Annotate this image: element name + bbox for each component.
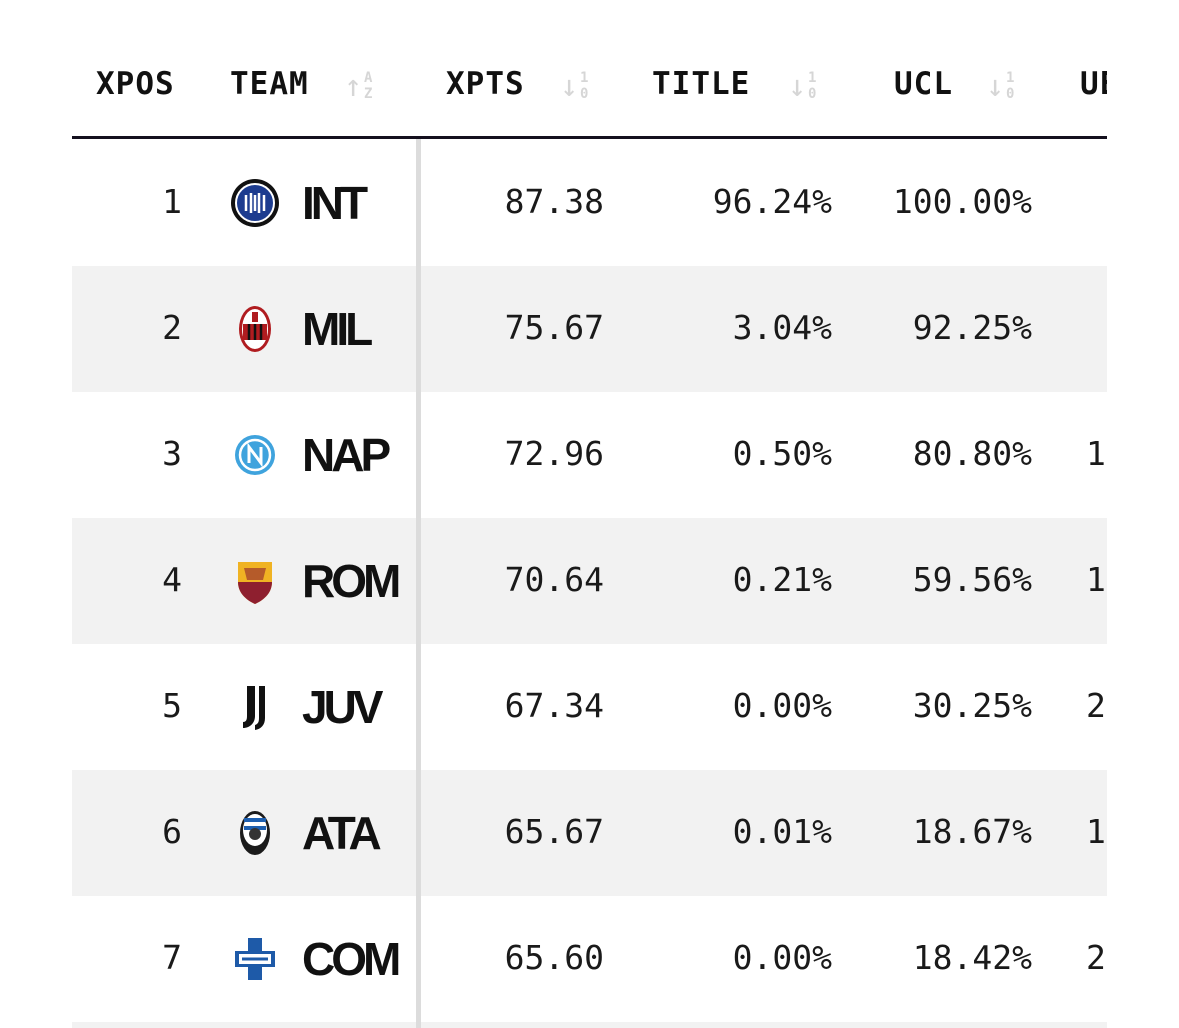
team-abbr[interactable]: ROM (302, 555, 401, 607)
header-title[interactable]: TITLE (652, 66, 751, 102)
team-abbr[interactable]: MIL (302, 303, 373, 355)
title-cell: 96.24% (712, 182, 832, 221)
napoli-crest-icon (230, 430, 280, 480)
table-row[interactable]: 5 JUV 67.34 0.00% 30.25% 2 (72, 644, 1107, 770)
xpos-cell: 7 (162, 938, 182, 977)
uel-cell: 1 (1086, 434, 1106, 473)
inter-crest-icon (230, 178, 280, 228)
title-cell: 0.50% (732, 434, 832, 473)
xpos-cell: 2 (162, 308, 182, 347)
table-header: XPOS TEAM ↑ A Z XPTS ↓ 1 0 TITLE ↓ 1 0 UCL ↓ 1 0… (72, 0, 1107, 139)
juventus-crest-icon (230, 682, 280, 732)
team-abbr[interactable]: JUV (302, 681, 384, 733)
header-xpos[interactable]: XPOS (96, 66, 175, 102)
xpos-cell: 4 (162, 560, 182, 599)
xpts-cell: 75.67 (504, 308, 604, 347)
sort-numeric-down-icon[interactable]: ↓ 1 0 (560, 69, 589, 104)
table-row[interactable]: 6 ATA 65.67 0.01% 18.67% 1 (72, 770, 1107, 896)
table-row[interactable]: 7 COM 65.60 0.00% 18.42% 2 (72, 896, 1107, 1022)
uel-cell: 2 (1086, 686, 1106, 725)
ucl-cell: 18.67% (912, 812, 1032, 851)
table-row[interactable]: 4 ROM 70.64 0.21% 59.56% 1 (72, 518, 1107, 644)
ucl-cell: 100.00% (892, 182, 1032, 221)
table-row[interactable]: 3 NAP 72.96 0.50% 80.80% 1 (72, 392, 1107, 518)
column-divider (416, 139, 421, 1028)
team-abbr[interactable]: ATA (302, 807, 382, 859)
title-cell: 0.21% (732, 560, 832, 599)
xpts-cell: 67.34 (504, 686, 604, 725)
xpos-cell: 5 (162, 686, 182, 725)
xpos-cell: 6 (162, 812, 182, 851)
title-cell: 3.04% (732, 308, 832, 347)
sort-numeric-down-icon[interactable]: ↓ 1 0 (788, 69, 817, 104)
table-row (72, 1022, 1107, 1028)
xpos-cell: 1 (162, 182, 182, 221)
table-row[interactable]: 2 MIL 75.67 3.04% 92.25% (72, 266, 1107, 392)
xpts-cell: 87.38 (504, 182, 604, 221)
team-abbr[interactable]: INT (302, 177, 368, 229)
xpts-cell: 65.60 (504, 938, 604, 977)
header-xpts[interactable]: XPTS (446, 66, 525, 102)
sort-alpha-up-icon[interactable]: ↑ A Z (344, 69, 373, 104)
sort-numeric-down-icon[interactable]: ↓ 1 0 (986, 69, 1015, 104)
xpts-cell: 65.67 (504, 812, 604, 851)
xpts-cell: 72.96 (504, 434, 604, 473)
team-abbr[interactable]: NAP (302, 429, 391, 481)
uel-cell: 1 (1086, 560, 1106, 599)
ucl-cell: 30.25% (912, 686, 1032, 725)
title-cell: 0.01% (732, 812, 832, 851)
title-cell: 0.00% (732, 686, 832, 725)
xpos-cell: 3 (162, 434, 182, 473)
header-ucl[interactable]: UCL (894, 66, 953, 102)
uel-cell: 1 (1086, 812, 1106, 851)
roma-crest-icon (230, 556, 280, 606)
header-uel[interactable]: UE (1080, 66, 1107, 102)
milan-crest-icon (230, 304, 280, 354)
como-crest-icon (230, 934, 280, 984)
ucl-cell: 92.25% (912, 308, 1032, 347)
ucl-cell: 59.56% (912, 560, 1032, 599)
table-row[interactable]: 1 INT 87.38 96.24% 100.00% (72, 140, 1107, 266)
header-team[interactable]: TEAM (230, 66, 309, 102)
ucl-cell: 80.80% (912, 434, 1032, 473)
team-abbr[interactable]: COM (302, 933, 401, 985)
title-cell: 0.00% (732, 938, 832, 977)
standings-table: XPOS TEAM ↑ A Z XPTS ↓ 1 0 TITLE ↓ 1 0 UCL ↓ 1 0… (72, 0, 1107, 1028)
atalanta-crest-icon (230, 808, 280, 858)
xpts-cell: 70.64 (504, 560, 604, 599)
ucl-cell: 18.42% (912, 938, 1032, 977)
uel-cell: 2 (1086, 938, 1106, 977)
